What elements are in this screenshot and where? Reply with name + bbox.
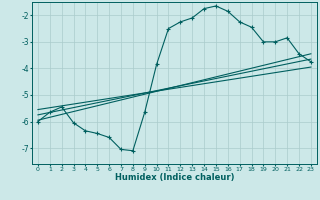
X-axis label: Humidex (Indice chaleur): Humidex (Indice chaleur) bbox=[115, 173, 234, 182]
